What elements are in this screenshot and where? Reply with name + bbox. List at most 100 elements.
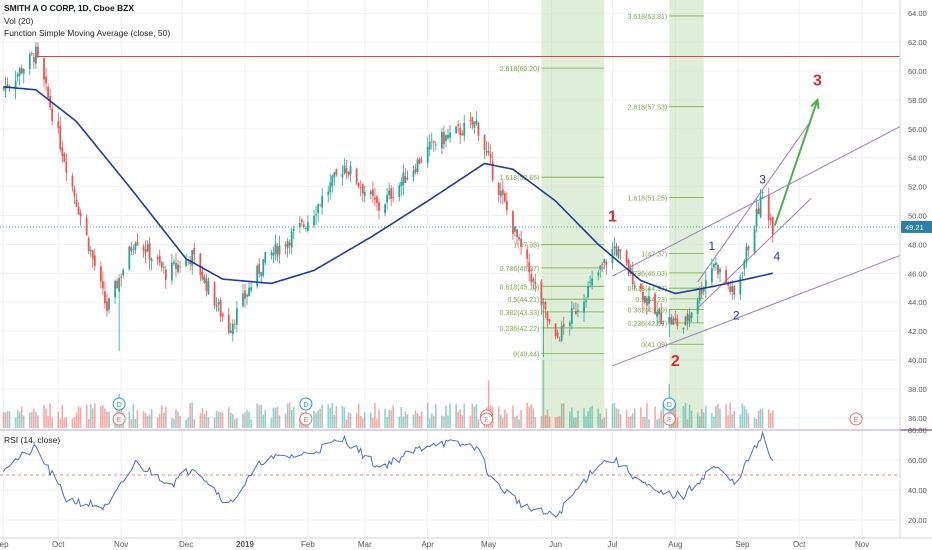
volume-bar	[349, 413, 352, 428]
candle-body	[745, 246, 748, 263]
volume-bar	[589, 407, 591, 428]
inner-channel-upper-line	[697, 119, 812, 283]
volume-bar	[583, 408, 585, 428]
candle-body	[627, 259, 630, 274]
volume-bar	[18, 411, 21, 428]
candle-body	[461, 133, 464, 136]
candle-body	[175, 262, 177, 269]
volume-bar	[205, 410, 208, 428]
candle-body	[315, 214, 317, 216]
candle-body	[250, 287, 252, 291]
candle-body	[14, 80, 17, 90]
candle-body	[475, 120, 478, 124]
candle-body	[702, 287, 705, 292]
candle-body	[648, 296, 650, 304]
volume-bar	[199, 413, 202, 428]
volume-bar	[585, 416, 587, 428]
volume-bar	[65, 417, 68, 428]
candle-body	[260, 272, 263, 277]
candle-body	[713, 263, 715, 268]
candle-body	[392, 196, 395, 198]
candle-body	[199, 253, 202, 276]
time-tick-label: Aug	[668, 540, 682, 549]
volume-bar	[554, 417, 557, 428]
candle-body	[276, 246, 279, 257]
volume-bar	[558, 416, 561, 428]
annotations: 1231234DEDEEEDEE	[112, 72, 863, 426]
volume-bar	[160, 405, 163, 428]
candle-body	[727, 282, 730, 286]
volume-bar	[418, 415, 421, 428]
fib-left-label: 0.618(45.10)	[500, 284, 540, 291]
candle-body	[469, 120, 472, 122]
candle-body	[700, 288, 703, 294]
candle-body	[248, 287, 250, 296]
candle-body	[193, 248, 196, 255]
candle-body	[487, 150, 490, 154]
volume-bar	[286, 403, 289, 428]
candle-body	[37, 46, 39, 56]
volume-bar	[144, 413, 147, 428]
volume-bar	[406, 414, 409, 428]
price-tick-label: 44.00	[908, 298, 927, 307]
volume-bar	[497, 406, 500, 428]
candle-body	[270, 252, 273, 255]
fib-left-label: 1.618(52.65)	[500, 175, 540, 182]
candle-body	[619, 249, 622, 252]
candle-body	[660, 312, 663, 324]
candle-body	[617, 248, 620, 259]
event-marker-label: D	[667, 402, 672, 409]
candle-body	[349, 166, 352, 175]
event-marker-label: E	[117, 417, 122, 424]
candle-body	[35, 46, 37, 64]
volume-bar	[459, 409, 461, 428]
volume-bar	[264, 409, 267, 428]
volume-bar	[221, 412, 224, 428]
volume-bar	[644, 416, 646, 428]
candle-body	[298, 222, 301, 228]
fib-left-label: 0.5(44.21)	[507, 297, 539, 304]
volume-bar	[59, 419, 62, 428]
volume-bar	[702, 412, 705, 428]
volume-bar	[690, 410, 693, 428]
candle-body	[497, 183, 500, 196]
volume-bar	[646, 403, 648, 428]
volume-bar	[617, 409, 620, 428]
projection-arrow-head	[810, 97, 820, 109]
candle-body	[761, 192, 764, 194]
volume-bar	[207, 417, 210, 428]
volume-bar	[416, 413, 419, 428]
candle-body	[264, 251, 267, 263]
volume-bar	[457, 411, 459, 428]
candle-body	[185, 258, 188, 266]
volume-bar	[47, 415, 49, 428]
volume-bar	[274, 407, 277, 428]
event-marker	[299, 397, 313, 411]
candle-body	[219, 299, 222, 317]
volume-bar	[390, 410, 392, 428]
volume-bar	[317, 410, 319, 428]
volume-bar	[130, 419, 133, 428]
candle-body	[400, 181, 403, 187]
volume-bar	[441, 415, 443, 428]
volume-bar	[33, 408, 35, 428]
time-tick-label: Mar	[358, 540, 372, 549]
candle-body	[106, 301, 108, 312]
candle-body	[491, 161, 494, 180]
volume-bar	[270, 417, 273, 428]
volume-bar	[75, 412, 78, 428]
candle-body	[355, 168, 358, 184]
candle-body	[420, 160, 423, 162]
volume-bar	[104, 408, 106, 428]
candle-body	[118, 278, 121, 292]
candle-body	[457, 124, 460, 126]
volume-bar	[542, 360, 545, 428]
candle-body	[688, 315, 691, 323]
volume-bar	[87, 418, 90, 428]
volume-bar	[215, 410, 218, 428]
volume-bar	[571, 407, 573, 428]
volume-bar	[540, 416, 543, 428]
fib-left-label: 2.618(60.20)	[500, 66, 540, 73]
time-tick-label: Nov	[855, 540, 869, 549]
